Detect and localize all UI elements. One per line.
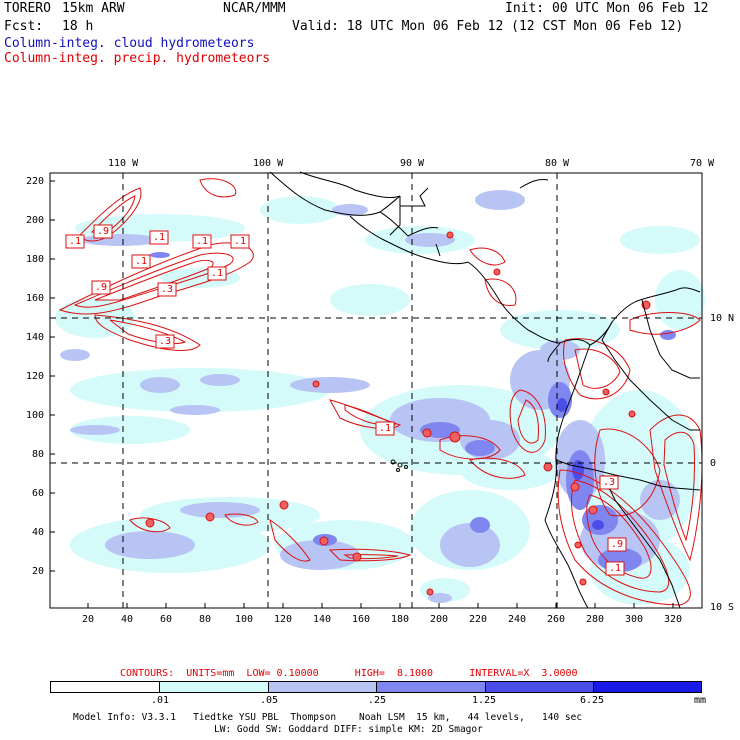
lon-label: 100 W — [253, 158, 284, 169]
model-name: TORERO — [4, 1, 51, 16]
colorbar-segment — [268, 681, 377, 693]
forecast-label: Fcst: — [4, 19, 44, 34]
grid-y-label: 180 — [26, 254, 45, 265]
contour-label: .3 — [603, 477, 616, 488]
contour-label: .1 — [135, 256, 148, 267]
grid-y-label: 200 — [26, 215, 45, 226]
left-ticks — [50, 180, 55, 572]
contour-label: .1 — [153, 232, 166, 243]
lon-label: 90 W — [400, 158, 425, 169]
valid-time: Valid: 18 UTC Mon 06 Feb 12 (12 CST Mon … — [292, 19, 684, 34]
contour-label: .1 — [234, 236, 247, 247]
grid-x-label: 220 — [469, 614, 488, 625]
grid-y-label: 220 — [26, 176, 45, 187]
grid-y-label: 20 — [32, 566, 45, 577]
shaded-field-title: Column-integ. cloud hydrometeors — [4, 36, 255, 51]
grid-y-label: 80 — [32, 449, 45, 460]
colorbar-tick: 6.25 — [580, 695, 605, 706]
map-frame — [49, 172, 703, 609]
grid-x-label: 20 — [82, 614, 95, 625]
colorbar-tick: .25 — [368, 695, 387, 706]
grid-x-label: 240 — [508, 614, 527, 625]
grid-y-label: 120 — [26, 371, 45, 382]
contour-label: .1 — [196, 236, 209, 247]
grid-y-label: 60 — [32, 488, 45, 499]
forecast-hour: 18 h — [62, 19, 94, 34]
colorbar-segment — [159, 681, 269, 693]
model-physics: LW: Godd SW: Goddard DIFF: simple KM: 2D… — [214, 724, 483, 735]
colorbar-segment — [593, 681, 702, 693]
model-organization: NCAR/MMM — [223, 1, 286, 16]
grid-x-label: 40 — [121, 614, 134, 625]
colorbar-segment — [50, 681, 160, 693]
grid-y-label: 40 — [32, 527, 45, 538]
grid-x-label: 160 — [352, 614, 371, 625]
lat-label: 10 S — [710, 602, 735, 613]
lat-lon-grid — [50, 173, 702, 608]
colorbar-segment — [376, 681, 486, 693]
grid-x-label: 140 — [313, 614, 332, 625]
grid-y-label: 160 — [26, 293, 45, 304]
model-resolution: 15km ARW — [62, 1, 125, 16]
precip-contours — [58, 178, 703, 606]
bottom-ticks — [87, 603, 674, 608]
contour-label: .1 — [211, 268, 224, 279]
init-time: Init: 00 UTC Mon 06 Feb 12 — [505, 1, 709, 16]
grid-x-label: 100 — [235, 614, 254, 625]
galapagos-islands — [390, 459, 408, 472]
contour-label: .9 — [95, 282, 108, 293]
lat-label: 0 — [710, 458, 717, 469]
lon-label: 80 W — [545, 158, 570, 169]
coastlines — [269, 171, 701, 609]
grid-x-label: 200 — [430, 614, 449, 625]
lon-label: 110 W — [108, 158, 139, 169]
model-info: Model Info: V3.3.1 Tiedtke YSU PBL Thomp… — [73, 712, 583, 723]
contour-field-title: Column-integ. precip. hydrometeors — [4, 51, 271, 66]
contour-label: .3 — [161, 284, 174, 295]
contour-info: CONTOURS: UNITS=mm LOW= 0.10000 HIGH= 8.… — [120, 668, 578, 679]
grid-x-label: 300 — [625, 614, 644, 625]
grid-y-label: 140 — [26, 332, 45, 343]
grid-y-label: 100 — [26, 410, 45, 421]
lon-label: 70 W — [690, 158, 715, 169]
contour-label: .9 — [611, 539, 624, 550]
contour-label-boxes — [65, 224, 627, 576]
colorbar-units: mm — [694, 695, 707, 706]
lat-label: 10 N — [710, 313, 735, 324]
contour-label: .1 — [379, 423, 392, 434]
colorbar-tick: .05 — [260, 695, 279, 706]
contour-label: .1 — [69, 236, 82, 247]
grid-x-label: 180 — [391, 614, 410, 625]
grid-x-label: 80 — [199, 614, 212, 625]
colorbar-tick: 1.25 — [472, 695, 497, 706]
colorbar-segment — [485, 681, 594, 693]
grid-x-label: 60 — [160, 614, 173, 625]
precip-maxima — [145, 231, 651, 596]
grid-x-label: 260 — [547, 614, 566, 625]
grid-x-label: 320 — [664, 614, 683, 625]
colorbar-tick: .01 — [151, 695, 170, 706]
contour-label: .1 — [609, 563, 622, 574]
contour-label: .9 — [97, 226, 110, 237]
grid-x-label: 280 — [586, 614, 605, 625]
cloud-shading-max — [557, 398, 604, 530]
contour-label: .3 — [159, 336, 172, 347]
grid-x-label: 120 — [274, 614, 293, 625]
